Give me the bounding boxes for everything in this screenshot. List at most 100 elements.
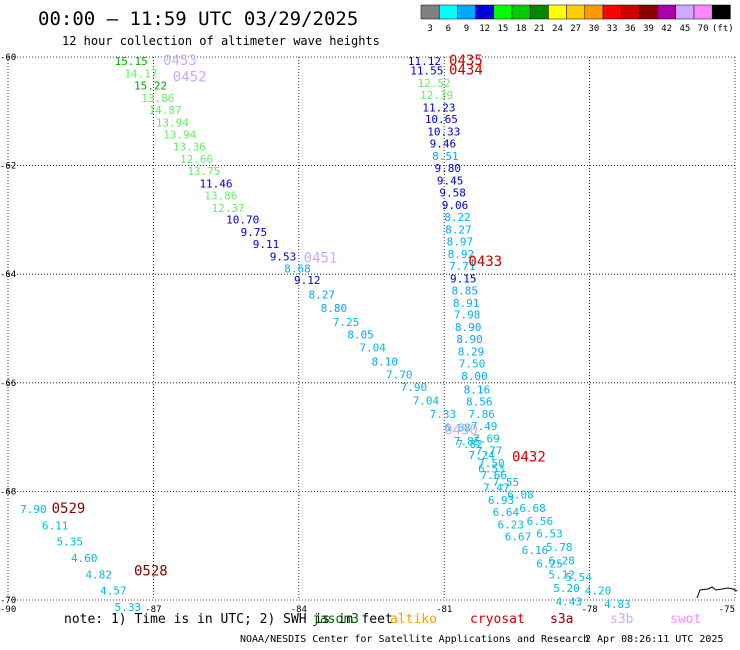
- grid: [7, 56, 736, 601]
- satellite-label-cryosat: cryosat: [470, 612, 525, 627]
- legend-swatch: [711, 4, 731, 20]
- wave-height-point: 9.80: [435, 162, 462, 175]
- wave-height-point: 7.55: [493, 476, 519, 489]
- data-points: 15.1514.1715.2213.8614.8713.9413.9413.36…: [20, 55, 631, 614]
- wave-height-point: 15.15: [115, 55, 148, 68]
- axes: -60 -62 -64 -66 -68 -70-90 -87 -84 -81 -78 -75: [0, 53, 735, 615]
- satellite-label-altiko: altiko: [390, 612, 437, 627]
- legend-label: 18: [516, 24, 527, 34]
- wave-height-point: 8.90: [456, 333, 483, 346]
- x-tick-label: -75: [719, 605, 735, 615]
- wave-height-point: 8.05: [347, 328, 374, 341]
- wave-height-point: 11.12: [408, 55, 441, 68]
- wave-height-point: 8.29: [458, 346, 485, 359]
- wave-height-point: 4.20: [585, 585, 612, 598]
- x-tick-label: -81: [436, 605, 452, 615]
- wave-height-point: 4.60: [71, 552, 98, 565]
- wave-height-point: 7.70: [386, 368, 413, 381]
- wave-height-point: 6.25: [536, 557, 563, 570]
- pass-label: 0432: [512, 450, 546, 466]
- wave-height-point: 7.24: [468, 449, 495, 462]
- legend-swatch: [511, 4, 531, 20]
- wave-height-point: 7.04: [413, 395, 440, 408]
- wave-height-point: 5.78: [546, 541, 573, 554]
- wave-height-point: 7.04: [359, 341, 386, 354]
- satellite-label-s3a: s3a: [550, 612, 574, 627]
- wave-height-point: 8.90: [455, 321, 482, 334]
- wave-height-point: 4.57: [100, 585, 127, 598]
- legend-label: 24: [552, 24, 563, 34]
- legend-label: 3: [427, 24, 432, 34]
- wave-height-point: 14.87: [149, 104, 182, 117]
- wave-height-point: 7.69: [473, 433, 500, 446]
- wave-height-point: 6.08: [507, 488, 534, 501]
- wave-height-point: 6.56: [527, 515, 554, 528]
- page-title: 00:00 – 11:59 UTC 03/29/2025: [38, 8, 359, 30]
- wave-height-point: 6.64: [493, 506, 520, 519]
- wave-height-point: 8.27: [445, 223, 472, 236]
- legend-swatch: [584, 4, 604, 20]
- wave-height-point: 7.66: [481, 469, 508, 482]
- legend-swatch: [438, 4, 458, 20]
- legend-label: 42: [661, 24, 672, 34]
- wave-height-point: 9.53: [270, 251, 297, 264]
- wave-height-point: 7.82: [456, 438, 483, 451]
- y-tick-label: -66: [0, 379, 16, 389]
- wave-height-point: 11.46: [199, 177, 232, 190]
- page-subtitle: 12 hour collection of altimeter wave hei…: [62, 34, 380, 48]
- legend-swatch: [493, 4, 513, 20]
- pass-label: 0433: [468, 254, 502, 270]
- pass-label: 0528: [134, 564, 168, 580]
- wave-height-point: 7.98: [454, 309, 481, 322]
- wave-height-point: 6.28: [548, 555, 575, 568]
- legend-label: 15: [497, 24, 508, 34]
- y-tick-label: -60: [0, 53, 16, 63]
- x-tick-label: -84: [291, 605, 307, 615]
- wave-height-point: 7.86: [468, 408, 495, 421]
- wave-height-point: 8.10: [372, 355, 399, 368]
- legend-swatch: [639, 4, 658, 20]
- wave-height-point: 8.51: [432, 150, 459, 163]
- wave-height-point: 7.77: [476, 444, 503, 457]
- wave-height-point: 9.45: [437, 175, 464, 188]
- legend-label: 70: [698, 24, 709, 34]
- legend-unit: (ft): [712, 24, 734, 34]
- wave-height-point: 8.91: [453, 297, 480, 310]
- wave-height-point: 12.52: [418, 77, 451, 90]
- legend-swatch: [529, 4, 549, 20]
- wave-height-point: 10.33: [427, 126, 460, 139]
- wave-height-point: 5.54: [565, 571, 592, 584]
- wave-height-point: 8.97: [447, 235, 474, 248]
- y-tick-label: -70: [0, 596, 16, 606]
- wave-height-point: 7.25: [333, 316, 360, 329]
- wave-height-point: 13.94: [156, 117, 189, 130]
- x-tick-label: -87: [145, 605, 161, 615]
- wave-height-point: 8.85: [451, 284, 478, 297]
- wave-height-point: 6.68: [519, 502, 546, 515]
- pass-label: 0450: [444, 422, 478, 438]
- wave-height-point: 7.49: [471, 420, 498, 433]
- wave-height-point: 6.11: [42, 519, 69, 532]
- legend-label: 33: [607, 24, 618, 34]
- legend-swatch: [602, 4, 622, 20]
- legend-swatch: [548, 4, 567, 20]
- wave-height-point: 9.75: [241, 226, 268, 239]
- legend-label: 9: [464, 24, 469, 34]
- wave-height-point: 7.90: [20, 503, 47, 516]
- wave-height-point: 7.50: [478, 457, 505, 470]
- wave-height-point: 8.56: [466, 396, 493, 409]
- color-legend: 3 6 9 12 15 18 21 24 27 30 33 36 39 42 45 70 (ft): [420, 4, 734, 34]
- legend-swatch: [675, 4, 695, 20]
- y-tick-label: -64: [0, 270, 16, 280]
- legend-swatch: [475, 4, 495, 20]
- wave-height-point: 7.33: [430, 408, 457, 421]
- wave-height-point: 6.16: [522, 544, 549, 557]
- satellite-label-s3b: s3b: [610, 612, 634, 627]
- wave-height-point: 13.86: [204, 189, 237, 202]
- wave-height-point: 5.33: [115, 601, 142, 614]
- pass-label: 0529: [52, 501, 86, 517]
- wave-height-point: 10.65: [425, 113, 458, 126]
- wave-height-point: 14.17: [124, 68, 157, 81]
- legend-label: 21: [534, 24, 545, 34]
